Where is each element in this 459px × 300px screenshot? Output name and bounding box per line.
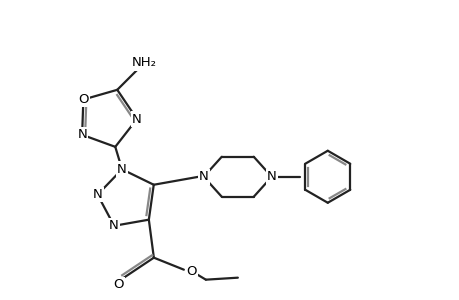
Text: N: N (198, 170, 208, 183)
Text: O: O (78, 93, 89, 106)
Text: N: N (77, 128, 87, 141)
Text: O: O (113, 278, 124, 291)
Text: N: N (117, 163, 127, 176)
Text: NH₂: NH₂ (131, 56, 157, 69)
Text: O: O (186, 265, 196, 278)
Text: N: N (266, 170, 276, 183)
Text: N: N (132, 112, 141, 125)
Text: N: N (109, 219, 119, 232)
Text: N: N (92, 188, 102, 201)
